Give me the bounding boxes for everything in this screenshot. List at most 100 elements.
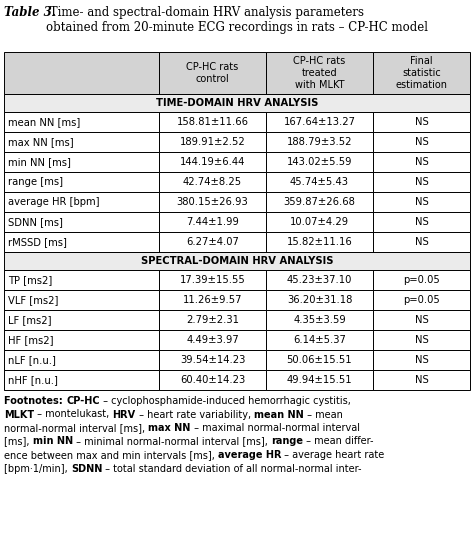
- Bar: [4, 252, 470, 270]
- Bar: [373, 270, 470, 290]
- Text: mean NN: mean NN: [254, 410, 304, 419]
- Bar: [373, 52, 470, 94]
- Bar: [4, 132, 159, 152]
- Bar: [266, 350, 373, 370]
- Text: average HR: average HR: [218, 450, 282, 460]
- Bar: [159, 310, 266, 330]
- Text: NS: NS: [415, 237, 428, 247]
- Text: NS: NS: [415, 157, 428, 167]
- Bar: [159, 172, 266, 192]
- Bar: [4, 212, 159, 232]
- Text: 4.35±3.59: 4.35±3.59: [293, 315, 346, 325]
- Bar: [159, 212, 266, 232]
- Text: TP [ms2]: TP [ms2]: [8, 275, 52, 285]
- Bar: [4, 232, 159, 252]
- Bar: [266, 330, 373, 350]
- Text: CP-HC rats
control: CP-HC rats control: [186, 62, 238, 84]
- Text: LF [ms2]: LF [ms2]: [8, 315, 52, 325]
- Text: 2.79±2.31: 2.79±2.31: [186, 315, 239, 325]
- Text: 167.64±13.27: 167.64±13.27: [283, 117, 356, 127]
- Text: p=0.05: p=0.05: [403, 275, 440, 285]
- Text: 15.82±11.16: 15.82±11.16: [287, 237, 352, 247]
- Text: ence between max and min intervals [ms],: ence between max and min intervals [ms],: [4, 450, 218, 460]
- Text: 4.49±3.97: 4.49±3.97: [186, 335, 239, 345]
- Text: SDNN: SDNN: [71, 463, 102, 474]
- Text: 10.07±4.29: 10.07±4.29: [290, 217, 349, 227]
- Bar: [373, 290, 470, 310]
- Bar: [159, 350, 266, 370]
- Text: nLF [n.u.]: nLF [n.u.]: [8, 355, 56, 365]
- Text: Table 3.: Table 3.: [4, 6, 56, 19]
- Text: [ms],: [ms],: [4, 437, 33, 446]
- Text: [bpm·1/min],: [bpm·1/min],: [4, 463, 71, 474]
- Text: range [ms]: range [ms]: [8, 177, 63, 187]
- Text: TIME-DOMAIN HRV ANALYSIS: TIME-DOMAIN HRV ANALYSIS: [156, 98, 318, 108]
- Text: – minimal normal-normal interval [ms],: – minimal normal-normal interval [ms],: [73, 437, 271, 446]
- Text: Footnotes:: Footnotes:: [4, 396, 66, 406]
- Bar: [159, 132, 266, 152]
- Text: 45.74±5.43: 45.74±5.43: [290, 177, 349, 187]
- Text: average HR [bpm]: average HR [bpm]: [8, 197, 100, 207]
- Bar: [373, 192, 470, 212]
- Text: – cyclophosphamide-induced hemorrhagic cystitis,: – cyclophosphamide-induced hemorrhagic c…: [100, 396, 351, 406]
- Text: – mean: – mean: [304, 410, 343, 419]
- Bar: [266, 192, 373, 212]
- Text: MLKT: MLKT: [4, 410, 34, 419]
- Text: VLF [ms2]: VLF [ms2]: [8, 295, 58, 305]
- Bar: [266, 290, 373, 310]
- Bar: [4, 270, 159, 290]
- Bar: [373, 112, 470, 132]
- Text: 189.91±2.52: 189.91±2.52: [180, 137, 246, 147]
- Bar: [266, 270, 373, 290]
- Text: mean NN [ms]: mean NN [ms]: [8, 117, 80, 127]
- Bar: [4, 112, 159, 132]
- Bar: [159, 192, 266, 212]
- Text: – montelukast,: – montelukast,: [34, 410, 112, 419]
- Text: 380.15±26.93: 380.15±26.93: [177, 197, 248, 207]
- Bar: [159, 370, 266, 390]
- Bar: [4, 310, 159, 330]
- Bar: [4, 152, 159, 172]
- Bar: [373, 310, 470, 330]
- Text: rMSSD [ms]: rMSSD [ms]: [8, 237, 67, 247]
- Bar: [266, 52, 373, 94]
- Text: – maximal normal-normal interval: – maximal normal-normal interval: [191, 423, 360, 433]
- Bar: [266, 132, 373, 152]
- Bar: [159, 112, 266, 132]
- Bar: [373, 370, 470, 390]
- Bar: [4, 94, 470, 112]
- Text: 359.87±26.68: 359.87±26.68: [283, 197, 356, 207]
- Text: Final
statistic
estimation: Final statistic estimation: [395, 56, 447, 90]
- Text: CP-HC rats
treated
with MLKT: CP-HC rats treated with MLKT: [293, 56, 346, 90]
- Text: 39.54±14.23: 39.54±14.23: [180, 355, 245, 365]
- Bar: [373, 132, 470, 152]
- Text: nHF [n.u.]: nHF [n.u.]: [8, 375, 58, 385]
- Text: normal-normal interval [ms],: normal-normal interval [ms],: [4, 423, 148, 433]
- Text: min NN: min NN: [33, 437, 73, 446]
- Bar: [373, 330, 470, 350]
- Bar: [159, 232, 266, 252]
- Bar: [4, 192, 159, 212]
- Text: min NN [ms]: min NN [ms]: [8, 157, 71, 167]
- Text: range: range: [271, 437, 303, 446]
- Text: CP-HC: CP-HC: [66, 396, 100, 406]
- Text: NS: NS: [415, 177, 428, 187]
- Text: NS: NS: [415, 315, 428, 325]
- Bar: [373, 350, 470, 370]
- Text: 42.74±8.25: 42.74±8.25: [183, 177, 242, 187]
- Text: 11.26±9.57: 11.26±9.57: [183, 295, 242, 305]
- Bar: [266, 232, 373, 252]
- Bar: [266, 152, 373, 172]
- Text: 36.20±31.18: 36.20±31.18: [287, 295, 352, 305]
- Text: NS: NS: [415, 197, 428, 207]
- Text: 143.02±5.59: 143.02±5.59: [287, 157, 352, 167]
- Bar: [159, 290, 266, 310]
- Text: 50.06±15.51: 50.06±15.51: [287, 355, 352, 365]
- Text: 158.81±11.66: 158.81±11.66: [176, 117, 248, 127]
- Bar: [373, 232, 470, 252]
- Text: HRV: HRV: [112, 410, 136, 419]
- Bar: [4, 290, 159, 310]
- Text: 6.14±5.37: 6.14±5.37: [293, 335, 346, 345]
- Text: – average heart rate: – average heart rate: [282, 450, 385, 460]
- Text: 188.79±3.52: 188.79±3.52: [287, 137, 352, 147]
